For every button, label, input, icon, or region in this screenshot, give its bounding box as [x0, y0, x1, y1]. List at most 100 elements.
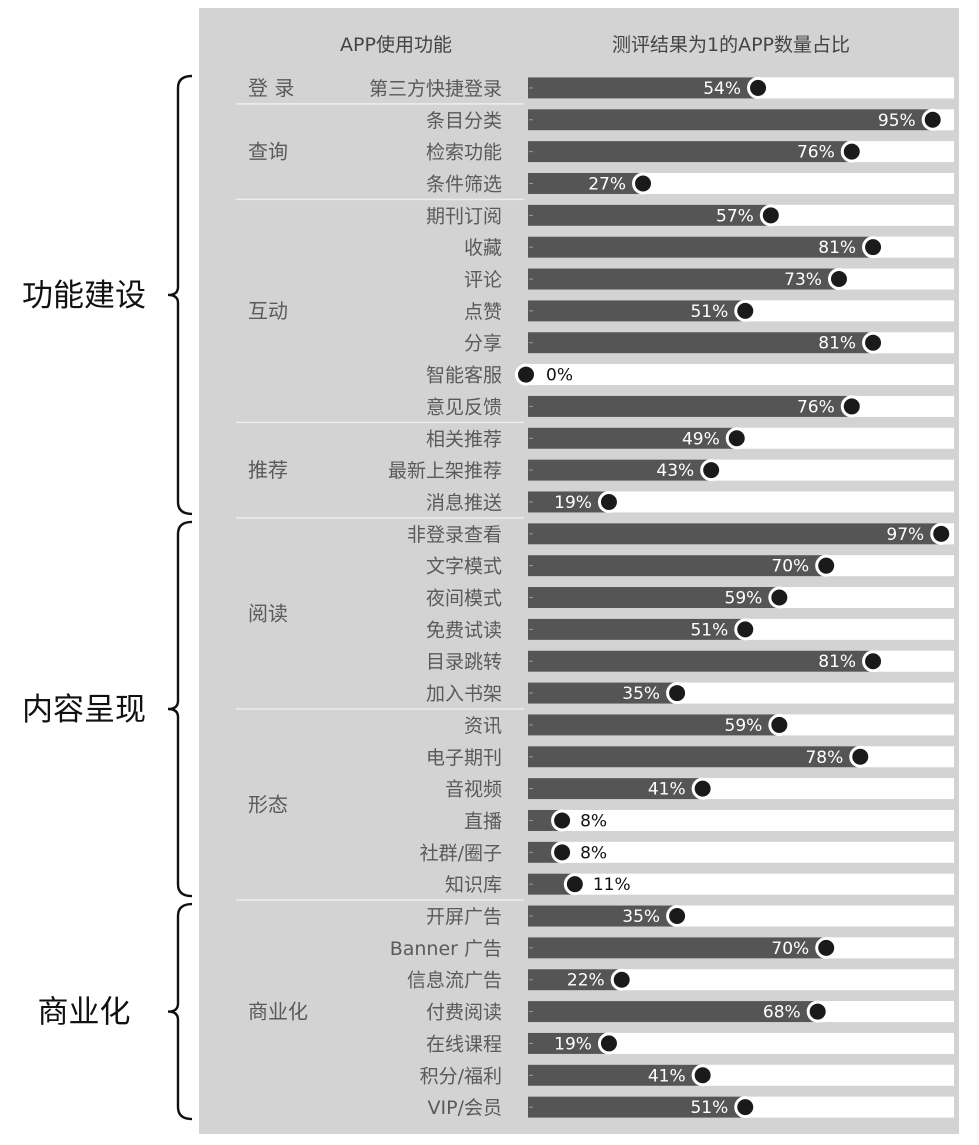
value-bar: [528, 332, 874, 354]
value-dot: [840, 395, 863, 418]
value-dot: [700, 459, 723, 482]
value-dot: [691, 777, 714, 800]
value-bar: [528, 873, 575, 895]
feature-label: 付费阅读: [426, 1002, 502, 1024]
bar-row: 积分/福利 41%: [420, 1064, 954, 1087]
feature-label: 点赞: [464, 301, 502, 323]
bar-row: 文字模式 70%: [426, 554, 954, 578]
bar-row: 分享 81%: [464, 331, 954, 355]
bar-row: 检索功能 76%: [426, 140, 954, 164]
value-bar: [528, 1001, 818, 1023]
bar-row: 加入书架 35%: [426, 682, 954, 705]
bar-track: [528, 841, 954, 863]
value-bar: [528, 236, 874, 258]
value-label: 8%: [580, 843, 607, 863]
value-label: 70%: [771, 557, 809, 577]
value-dot: [563, 873, 586, 896]
value-dot: [515, 363, 537, 386]
bar-row: 开屏广告 35%: [426, 905, 954, 928]
value-dot: [930, 522, 953, 545]
category-label: 形态: [248, 793, 288, 817]
value-dot: [849, 745, 872, 768]
value-bar: [528, 618, 746, 640]
value-bar: [528, 905, 678, 927]
bar-row: 社群/圈子 8%: [420, 841, 954, 864]
value-label: 8%: [580, 811, 607, 831]
value-label: 43%: [656, 461, 694, 481]
category-label: 阅读: [248, 601, 288, 625]
feature-label: 意见反馈: [426, 396, 502, 418]
bar-row: 智能客服 0%: [426, 363, 954, 387]
feature-label: 电子期刊: [426, 747, 502, 769]
group-label: 内容呈现: [22, 692, 146, 728]
bar-row: 评论 73%: [464, 268, 954, 291]
bar-row: 相关推荐 49%: [426, 427, 954, 450]
group-bracket: [167, 74, 193, 516]
value-dot: [840, 140, 863, 163]
value-label: 41%: [648, 780, 686, 800]
value-dot: [734, 618, 757, 641]
value-bar: [528, 1032, 609, 1054]
bar-row: 知识库 11%: [445, 873, 954, 896]
value-label: 51%: [690, 302, 728, 322]
feature-label: 分享: [464, 333, 502, 355]
value-label: 51%: [690, 1098, 728, 1118]
category-label: 查询: [248, 140, 288, 164]
value-dot: [691, 1064, 714, 1087]
bar-row: 条目分类 95%: [426, 108, 954, 132]
feature-label: 文字模式: [426, 556, 502, 578]
group-label: 功能建设: [22, 278, 146, 314]
bar-row: 音视频 41%: [445, 777, 954, 801]
value-bar: [528, 937, 827, 959]
feature-label: 相关推荐: [426, 428, 502, 450]
value-dot: [862, 236, 885, 259]
feature-label: 消息推送: [426, 492, 502, 514]
value-dot: [827, 268, 850, 291]
value-label: 81%: [818, 652, 856, 672]
value-bar: [528, 459, 712, 481]
bar-row: 信息流广告 22%: [407, 968, 954, 992]
value-label: 19%: [554, 1034, 592, 1054]
feature-label: 免费试读: [426, 619, 502, 641]
group-bracket: [167, 520, 193, 898]
value-bar: [528, 141, 852, 163]
value-dot: [725, 427, 748, 450]
value-label: 22%: [567, 971, 605, 991]
feature-label: 最新上架推荐: [388, 460, 502, 482]
category-label: 互动: [248, 299, 288, 323]
value-label: 97%: [886, 525, 924, 545]
value-bar: [528, 714, 780, 736]
value-dot: [806, 1000, 829, 1023]
value-dot: [734, 1096, 757, 1119]
feature-label: 收藏: [464, 237, 502, 259]
value-label: 35%: [622, 684, 660, 704]
bar-track: [528, 969, 954, 991]
value-bar: [528, 682, 678, 704]
value-dot: [632, 172, 655, 195]
value-bar: [528, 1096, 746, 1118]
value-label: 27%: [588, 174, 626, 194]
bar-track: [528, 491, 954, 513]
value-label: 76%: [797, 143, 835, 163]
bar-row: 非登录查看 97%: [407, 522, 954, 546]
value-label: 78%: [805, 748, 843, 768]
feature-label: 信息流广告: [407, 970, 502, 992]
value-bar: [528, 395, 852, 417]
value-bar: [528, 204, 771, 226]
feature-label: 资讯: [464, 715, 502, 737]
bar-row: 夜间模式 59%: [426, 586, 954, 610]
bar-row: 目录跳转 81%: [426, 650, 954, 673]
feature-label: 直播: [464, 810, 502, 832]
feature-label: Banner 广告: [390, 938, 502, 960]
bar-track: [528, 873, 954, 895]
category-label: 商业化: [248, 1000, 308, 1024]
bar-row: 在线课程 19%: [426, 1032, 954, 1055]
bar-row: 资讯 59%: [464, 713, 954, 737]
value-bar: [528, 77, 759, 99]
value-label: 59%: [725, 589, 763, 609]
value-dot: [815, 936, 838, 959]
value-bar: [528, 268, 839, 290]
bar-row: 条件筛选 27%: [426, 172, 954, 195]
